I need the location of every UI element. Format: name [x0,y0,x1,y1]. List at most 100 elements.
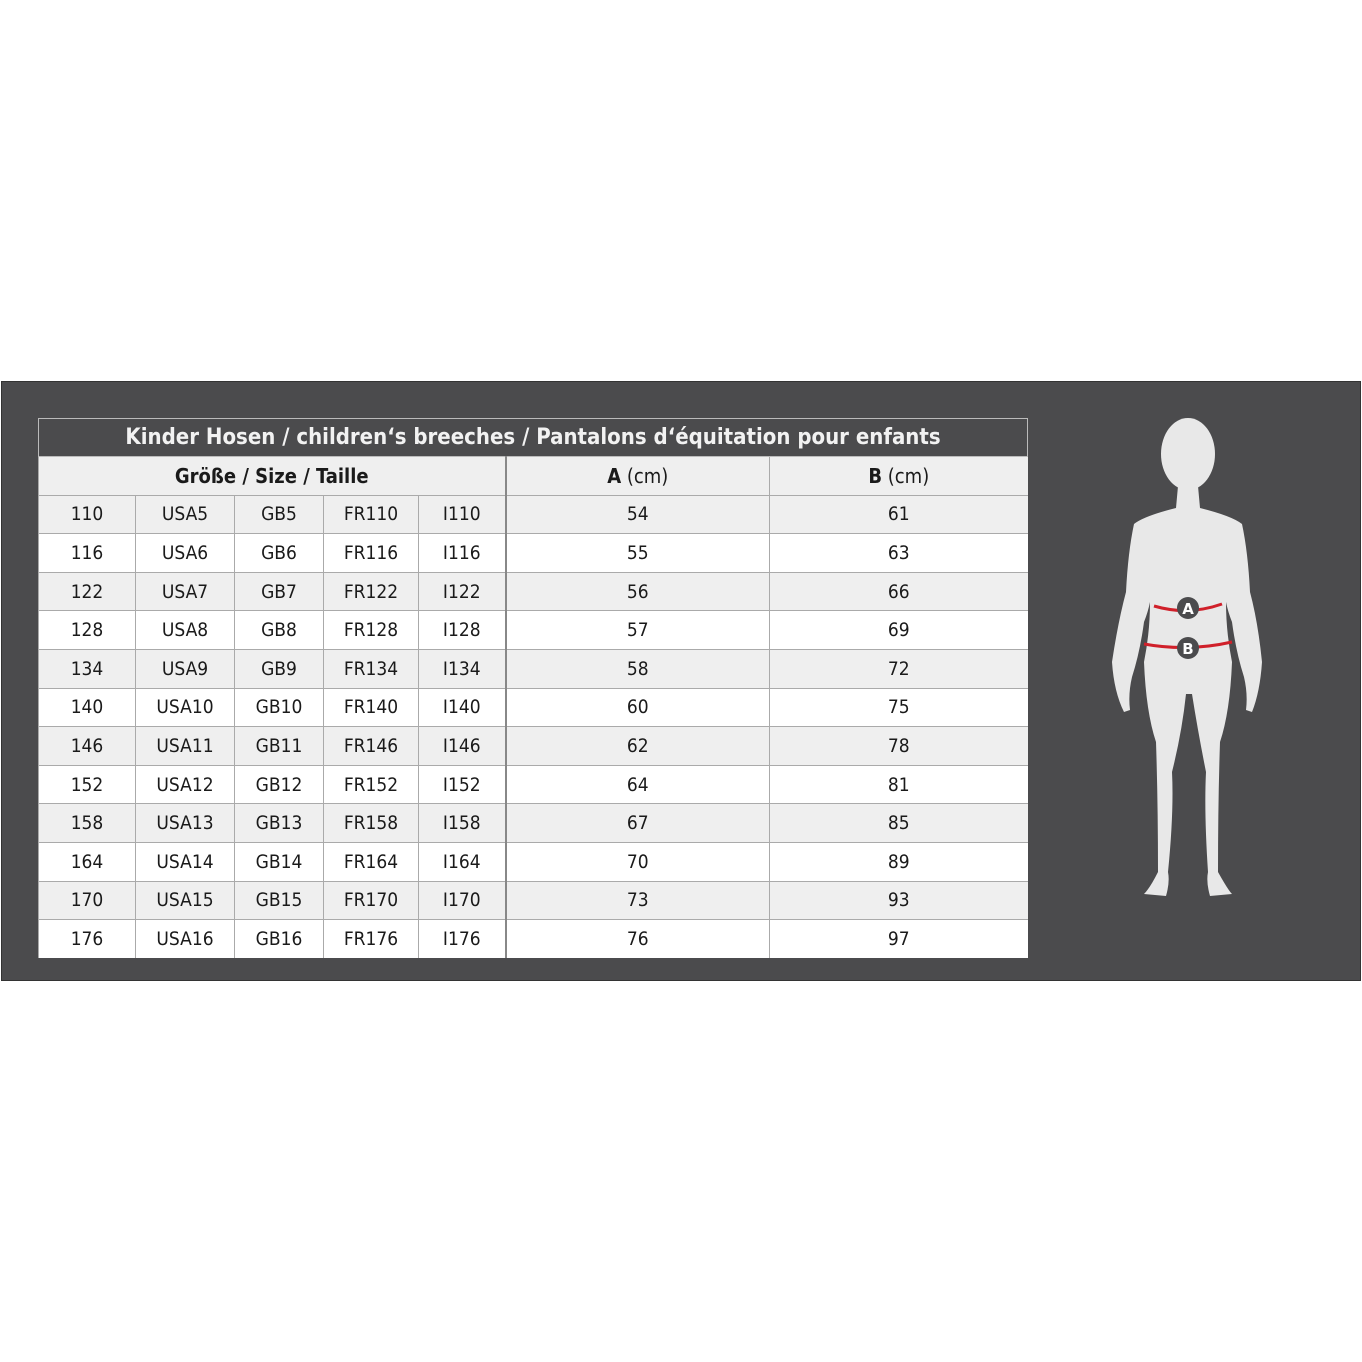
table-cell: FR152 [323,764,419,804]
table-cell: I110 [418,494,506,534]
table-cell: 61 [768,494,1028,534]
table-cell: 176 [38,919,136,958]
table-cell: I176 [418,919,506,958]
table-cell: 55 [504,533,770,573]
table-cell: FR176 [323,919,419,958]
table-cell: FR164 [323,841,419,882]
body-figure: A B [1112,418,1262,896]
table-cell: USA5 [135,494,235,534]
table-cell: 152 [38,764,136,804]
table-cell: 164 [38,841,136,882]
table-cell: GB12 [234,764,324,804]
marker-a-label: A [1182,600,1194,618]
marker-a [1177,597,1199,619]
table-cell: I128 [418,610,506,650]
table-row: 176 USA16 GB16 FR176 I176 76 97 [38,919,1028,958]
table-cell: USA9 [135,648,235,689]
table-cell: USA16 [135,919,235,958]
table-row: 170 USA15 GB15 FR170 I170 73 93 [38,880,1028,920]
table-cell: GB8 [234,610,324,650]
table-cell: 67 [504,803,770,843]
table-row: 146 USA11 GB11 FR146 I146 62 78 [38,726,1028,766]
marker-b [1177,637,1199,659]
table-cell: 158 [38,803,136,843]
table-cell: USA11 [135,726,235,766]
table-cell: USA15 [135,880,235,920]
table-row: 110 USA5 GB5 FR110 I110 54 61 [38,494,1028,534]
table-cell: 70 [504,841,770,882]
table-cell: 128 [38,610,136,650]
table-cell: I164 [418,841,506,882]
table-cell: 146 [38,726,136,766]
table-cell: I116 [418,533,506,573]
table-cell: 58 [504,648,770,689]
table-cell: 76 [504,919,770,958]
table-title: Kinder Hosen / children‘s breeches / Pan… [37,418,1029,457]
table-cell: GB10 [234,687,324,727]
table-cell: 63 [768,533,1028,573]
table-cell: USA8 [135,610,235,650]
table-row: 116 USA6 GB6 FR116 I116 55 63 [38,533,1028,573]
table-cell: 54 [504,494,770,534]
table-cell: 64 [504,764,770,804]
table-cell: 110 [38,494,136,534]
table-cell: 60 [504,687,770,727]
table-cell: 89 [768,841,1028,882]
table-cell: 97 [768,919,1028,958]
table-cell: 73 [504,880,770,920]
table-cell: 56 [504,571,770,611]
table-cell: I134 [418,648,506,689]
body-silhouette [1112,418,1262,896]
table-cell: GB6 [234,533,324,573]
table-cell: FR140 [323,687,419,727]
table-row: 158 USA13 GB13 FR158 I158 67 85 [38,803,1028,843]
table-cell: USA10 [135,687,235,727]
table-cell: 62 [504,726,770,766]
table-cell: GB16 [234,919,324,958]
table-cell: USA14 [135,841,235,882]
size-table: Kinder Hosen / children‘s breeches / Pan… [37,418,1029,958]
table-cell: GB7 [234,571,324,611]
table-cell: 81 [768,764,1028,804]
table-cell: 93 [768,880,1028,920]
marker-b-label: B [1182,640,1193,658]
table-row: 152 USA12 GB12 FR152 I152 64 81 [38,764,1028,804]
header-b: B (cm) [768,456,1028,496]
table-cell: GB9 [234,648,324,689]
table-cell: USA13 [135,803,235,843]
size-chart-panel: Kinder Hosen / children‘s breeches / Pan… [1,381,1361,981]
table-cell: I152 [418,764,506,804]
table-cell: 85 [768,803,1028,843]
table-cell: FR116 [323,533,419,573]
table-cell: 57 [504,610,770,650]
table-cell: USA7 [135,571,235,611]
table-cell: 66 [768,571,1028,611]
table-cell: 140 [38,687,136,727]
table-cell: 134 [38,648,136,689]
table-cell: FR110 [323,494,419,534]
table-row: 134 USA9 GB9 FR134 I134 58 72 [38,648,1028,689]
table-cell: 72 [768,648,1028,689]
header-a: A (cm) [504,456,770,496]
table-cell: 170 [38,880,136,920]
table-cell: FR134 [323,648,419,689]
table-cell: I158 [418,803,506,843]
table-cell: FR146 [323,726,419,766]
table-cell: GB5 [234,494,324,534]
table-cell: GB14 [234,841,324,882]
table-cell: 78 [768,726,1028,766]
table-cell: I170 [418,880,506,920]
table-cell: 122 [38,571,136,611]
table-cell: 116 [38,533,136,573]
table-cell: USA6 [135,533,235,573]
table-cell: 75 [768,687,1028,727]
table-cell: I146 [418,726,506,766]
table-cell: GB15 [234,880,324,920]
table-cell: FR158 [323,803,419,843]
table-cell: GB11 [234,726,324,766]
table-cell: FR128 [323,610,419,650]
table-cell: I140 [418,687,506,727]
table-row: 140 USA10 GB10 FR140 I140 60 75 [38,687,1028,727]
table-cell: FR170 [323,880,419,920]
table-cell: GB13 [234,803,324,843]
